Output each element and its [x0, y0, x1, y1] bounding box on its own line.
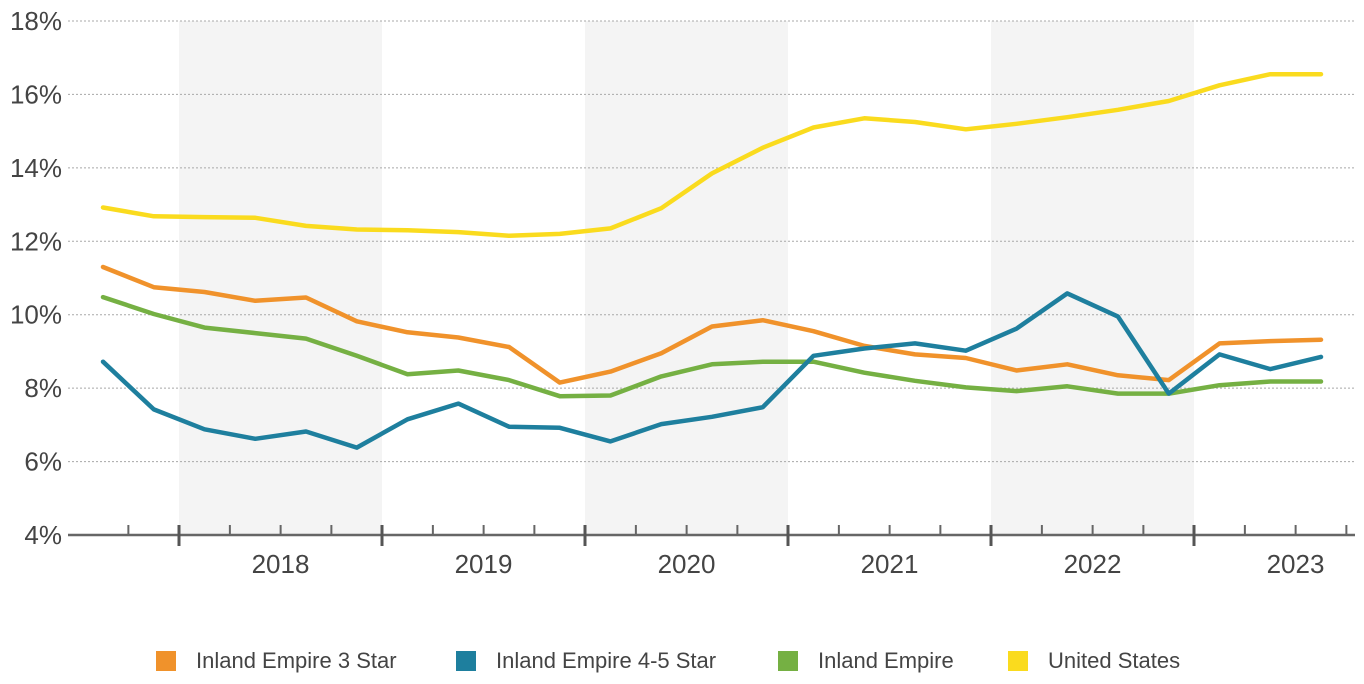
- series-line-united-states: [100, 71, 1324, 239]
- y-axis-ticks: 4% 6% 8% 10% 12% 14% 16% 18%: [10, 6, 62, 550]
- legend-item-ie-4-5-star[interactable]: Inland Empire 4-5 Star: [456, 648, 716, 674]
- year-label-2023: 2023: [1267, 549, 1325, 579]
- y-tick-label-12: 12%: [10, 226, 62, 256]
- y-tick-label-10: 10%: [10, 300, 62, 330]
- x-axis: 2018 2019 2020 2021 2022 2023: [68, 525, 1355, 579]
- series-line-inland-empire-3-star: [100, 264, 1324, 385]
- legend-item-inland-empire[interactable]: Inland Empire: [778, 648, 954, 674]
- year-label-2018: 2018: [252, 549, 310, 579]
- series-line-inland-empire-4-5-star: [100, 291, 1324, 450]
- legend-label-united-states: United States: [1048, 648, 1181, 673]
- legend-item-united-states[interactable]: United States: [1008, 648, 1180, 674]
- year-label-2022: 2022: [1064, 549, 1122, 579]
- series-lines: [100, 71, 1324, 450]
- line-chart: 4%6%8%10%12%14%16%18% 2018 2019 2020 2021 20…: [10, 6, 1355, 579]
- year-label-2019: 2019: [455, 549, 513, 579]
- legend-swatch-inland-empire: [778, 651, 798, 671]
- year-band-2018: [179, 21, 382, 535]
- y-tick-label-6: 6%: [24, 447, 62, 477]
- year-band-2022: [991, 21, 1194, 535]
- y-tick-label-16: 16%: [10, 79, 62, 109]
- legend-swatch-ie-3-star: [156, 651, 176, 671]
- y-tick-label-18: 18%: [10, 6, 62, 36]
- year-band-2020: [585, 21, 788, 535]
- legend-item-ie-3-star[interactable]: Inland Empire 3 Star: [156, 648, 397, 674]
- y-tick-label-14: 14%: [10, 153, 62, 183]
- legend-label-ie-4-5-star: Inland Empire 4-5 Star: [496, 648, 717, 673]
- legend-label-ie-3-star: Inland Empire 3 Star: [196, 648, 397, 673]
- series-line-inland-empire: [100, 294, 1324, 399]
- legend-label-inland-empire: Inland Empire: [818, 648, 954, 673]
- year-label-2020: 2020: [658, 549, 716, 579]
- y-tick-label-4: 4%: [24, 520, 62, 550]
- legend-swatch-ie-4-5-star: [456, 651, 476, 671]
- legend-swatch-united-states: [1008, 651, 1028, 671]
- legend: Inland Empire 3 Star Inland Empire 4-5 S…: [0, 648, 1364, 684]
- year-label-2021: 2021: [861, 549, 919, 579]
- gridlines: [68, 20, 1355, 463]
- year-shading: [179, 21, 1194, 535]
- y-tick-label-8: 8%: [24, 373, 62, 403]
